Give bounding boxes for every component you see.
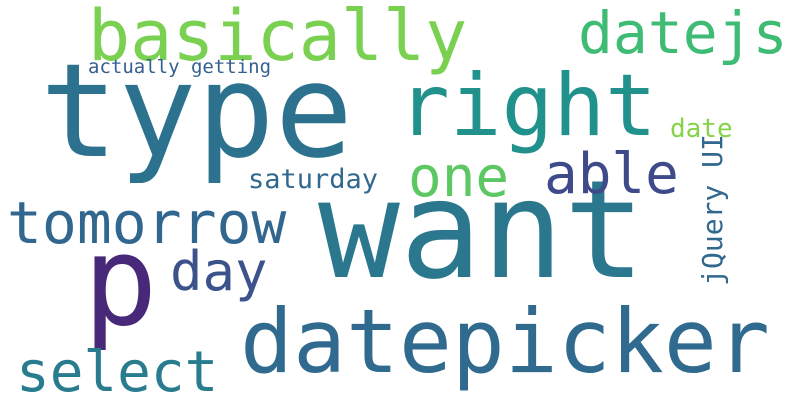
word-datepicker: datepicker	[240, 290, 770, 393]
word-saturday: saturday	[248, 164, 379, 195]
word-want: want	[318, 152, 646, 310]
word-select: select	[16, 340, 219, 400]
word-one: one	[408, 145, 510, 210]
word-p: p	[83, 210, 158, 354]
word-right: right	[398, 56, 657, 156]
word-able: able	[544, 142, 679, 207]
word-date: date	[670, 114, 733, 144]
word-basically: basically	[88, 0, 468, 77]
word-jquery-ui: jQuery UI	[695, 134, 729, 286]
word-type: type	[40, 35, 354, 187]
word-datejs: datejs	[578, 0, 788, 67]
word-tomorrow: tomorrow	[7, 189, 287, 257]
word-actually-getting: actually getting	[88, 56, 272, 78]
word-day: day	[170, 240, 268, 303]
